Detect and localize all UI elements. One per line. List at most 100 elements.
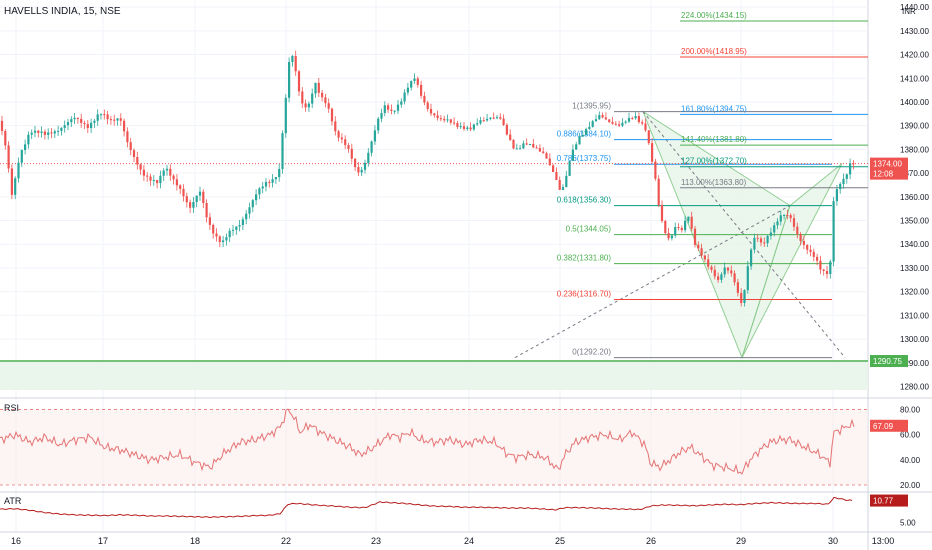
candle-body (852, 163, 855, 165)
retracement-level-label: 0.382(1331.80) (557, 254, 612, 263)
candle-body (684, 220, 687, 231)
candle-body (30, 132, 33, 135)
extension-level-label: 161.80%(1394.75) (681, 104, 747, 113)
candle-body (93, 120, 96, 123)
price-tick-label: 1280.00 (900, 383, 929, 392)
candle-body (255, 194, 258, 201)
candle-body (324, 97, 327, 104)
candle-body (264, 182, 268, 187)
candle-body (697, 244, 700, 249)
candle-body (235, 226, 238, 230)
candle-body (726, 267, 730, 271)
candle-body (63, 125, 66, 128)
candle-body (436, 115, 439, 119)
candle-body (0, 120, 4, 132)
candle-body (740, 292, 743, 303)
candle-body (528, 144, 532, 146)
candle-body (393, 110, 396, 112)
candle-body (403, 92, 406, 102)
candle-body (611, 121, 614, 124)
candle-body (614, 123, 617, 125)
candle-body (677, 227, 680, 229)
candle-body (189, 202, 192, 208)
x-tick-label: 30 (828, 536, 838, 546)
countdown-label: 12:08 (873, 170, 894, 179)
x-tick-label: 22 (281, 536, 291, 546)
candle-body (835, 189, 838, 202)
candle-body (390, 109, 393, 111)
candle-body (439, 118, 442, 120)
candle-body (202, 191, 205, 203)
candle-body (321, 92, 324, 98)
candle-body (479, 120, 482, 124)
price-tick-label: 1430.00 (900, 27, 929, 36)
rsi-tick-label: 40.00 (900, 456, 921, 465)
atr-value-badge (870, 494, 908, 507)
candle-body (10, 168, 13, 195)
candle-body (195, 195, 198, 202)
candle-body (743, 290, 746, 303)
retracement-level-label: 0.886(1384.10) (557, 130, 612, 139)
candle-body (730, 270, 733, 274)
candle-body (132, 150, 136, 157)
retracement-level-label: 0.236(1316.70) (557, 289, 612, 298)
candle-body (736, 282, 739, 293)
candle-body (789, 215, 792, 219)
candle-body (703, 255, 706, 260)
candle-body (502, 118, 505, 125)
price-tick-label: 1390.00 (900, 122, 929, 131)
candle-body (60, 127, 63, 131)
candle-body (499, 117, 502, 119)
candle-body (763, 242, 766, 244)
candle-body (779, 215, 782, 222)
candle-body (152, 180, 155, 182)
candle-body (86, 124, 89, 129)
candle-body (314, 82, 317, 94)
candle-body (294, 56, 297, 72)
candle-body (146, 175, 149, 177)
candle-body (842, 178, 845, 184)
candle-body (50, 132, 53, 134)
support-price-badge (870, 355, 908, 368)
candle-body (637, 116, 640, 123)
candle-body (47, 132, 50, 135)
candle-body (33, 130, 37, 133)
candle-body (165, 168, 169, 171)
candle-body (832, 201, 835, 262)
candle-body (796, 226, 799, 235)
retracement-level-label: 0(1292.20) (572, 348, 611, 357)
candle-body (109, 119, 112, 121)
candle-body (172, 175, 175, 180)
candle-body (634, 116, 637, 119)
candle-body (621, 122, 624, 126)
candle-body (248, 207, 251, 214)
candle-body (258, 188, 261, 195)
price-tick-label: 1300.00 (900, 335, 929, 344)
x-tick-label: 16 (11, 536, 21, 546)
candle-body (598, 115, 601, 120)
candle-body (561, 187, 565, 190)
pattern-triangle (741, 163, 843, 358)
candle-body (783, 214, 786, 216)
current-price-label: 1374.00 (873, 160, 902, 169)
atr-title: ATR (4, 496, 22, 506)
candle-body (337, 131, 340, 138)
retracement-level-label: 0.5(1344.05) (566, 225, 612, 234)
candle-body (380, 112, 383, 119)
candle-body (413, 78, 416, 82)
x-tick-label: 25 (555, 536, 565, 546)
candle-body (360, 169, 363, 173)
support-zone (0, 360, 868, 391)
price-tick-label: 1380.00 (900, 145, 929, 154)
x-tick-label: 23 (371, 536, 381, 546)
rsi-title: RSI (4, 403, 19, 413)
candle-body (456, 123, 459, 127)
candle-body (4, 131, 7, 146)
candle-body (370, 141, 373, 153)
candle-body (750, 249, 753, 267)
x-tick-label: 26 (646, 536, 656, 546)
candle-body (700, 248, 703, 256)
candle-body (123, 120, 126, 132)
candle-body (37, 130, 40, 133)
candle-body (307, 103, 310, 108)
